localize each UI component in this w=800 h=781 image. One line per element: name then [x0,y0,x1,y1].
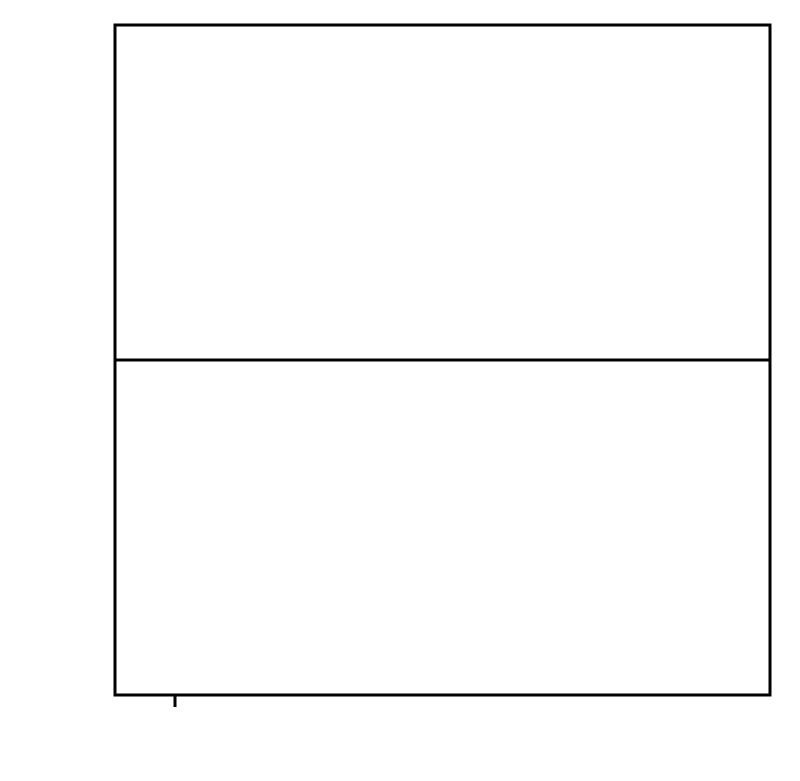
figure-container [0,0,800,781]
figure-svg [0,0,800,781]
